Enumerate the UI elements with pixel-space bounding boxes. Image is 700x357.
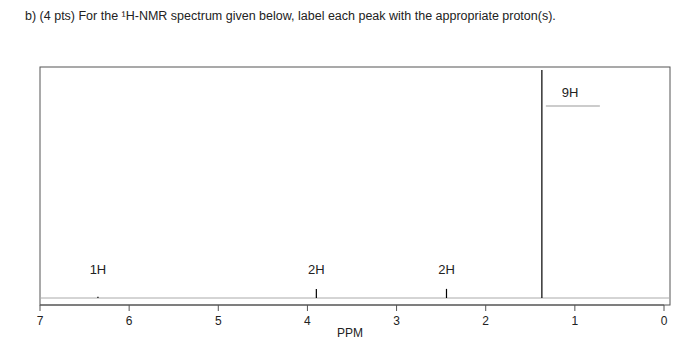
integration-label: 1H (90, 262, 107, 277)
x-tick-label: 6 (126, 314, 133, 328)
integration-label: 2H (308, 262, 325, 277)
baseline (40, 298, 670, 299)
x-tick (40, 305, 41, 311)
integration-label: 9H (562, 85, 579, 100)
x-tick (664, 305, 665, 311)
x-tick-label: 3 (393, 314, 400, 328)
x-tick (129, 305, 130, 311)
peak (97, 297, 98, 298)
x-tick (396, 305, 397, 311)
x-tick-label: 1 (572, 314, 579, 328)
x-tick (307, 305, 308, 311)
peak (541, 70, 542, 298)
x-tick-label: 5 (215, 314, 222, 328)
x-axis-label: PPM (337, 326, 363, 340)
label-rule (546, 106, 600, 107)
x-tick-label: 0 (661, 314, 668, 328)
x-tick-label: 4 (304, 314, 311, 328)
question: b) (4 pts) For the ¹H-NMR spectrum given… (25, 9, 556, 23)
x-axis (40, 305, 664, 306)
integration-label: 2H (438, 262, 455, 277)
x-tick (485, 305, 486, 311)
frame (40, 67, 670, 305)
chart: b) (4 pts) For the ¹H-NMR spectrum given… (0, 0, 700, 357)
peak (446, 289, 447, 298)
x-tick-label: 2 (482, 314, 489, 328)
x-tick (218, 305, 219, 311)
x-tick-label: 7 (37, 314, 44, 328)
x-tick (574, 305, 575, 311)
peak (316, 289, 317, 298)
